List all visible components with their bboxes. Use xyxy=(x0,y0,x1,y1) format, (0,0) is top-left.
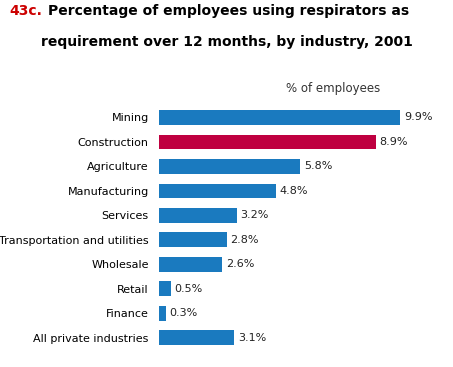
Bar xyxy=(159,330,234,345)
Bar xyxy=(159,184,276,198)
Text: % of employees: % of employees xyxy=(285,82,380,95)
Bar xyxy=(159,208,237,223)
Bar xyxy=(159,281,171,296)
Text: Percentage of employees using respirators as: Percentage of employees using respirator… xyxy=(48,4,409,18)
Bar xyxy=(159,257,222,272)
Text: 9.9%: 9.9% xyxy=(404,112,433,123)
Text: 2.8%: 2.8% xyxy=(231,235,259,245)
Bar xyxy=(159,159,300,174)
Text: 0.5%: 0.5% xyxy=(174,284,202,294)
Bar xyxy=(159,306,166,320)
Text: 0.3%: 0.3% xyxy=(169,308,198,318)
Text: requirement over 12 months, by industry, 2001: requirement over 12 months, by industry,… xyxy=(41,35,412,49)
Text: 8.9%: 8.9% xyxy=(380,137,408,147)
Bar xyxy=(159,135,376,149)
Text: 4.8%: 4.8% xyxy=(280,186,308,196)
Text: 3.1%: 3.1% xyxy=(238,333,266,343)
Text: 2.6%: 2.6% xyxy=(226,259,254,269)
Bar xyxy=(159,110,400,125)
Text: 43c.: 43c. xyxy=(9,4,42,18)
Bar xyxy=(159,232,227,247)
Text: 3.2%: 3.2% xyxy=(241,210,269,220)
Text: 5.8%: 5.8% xyxy=(304,161,332,171)
